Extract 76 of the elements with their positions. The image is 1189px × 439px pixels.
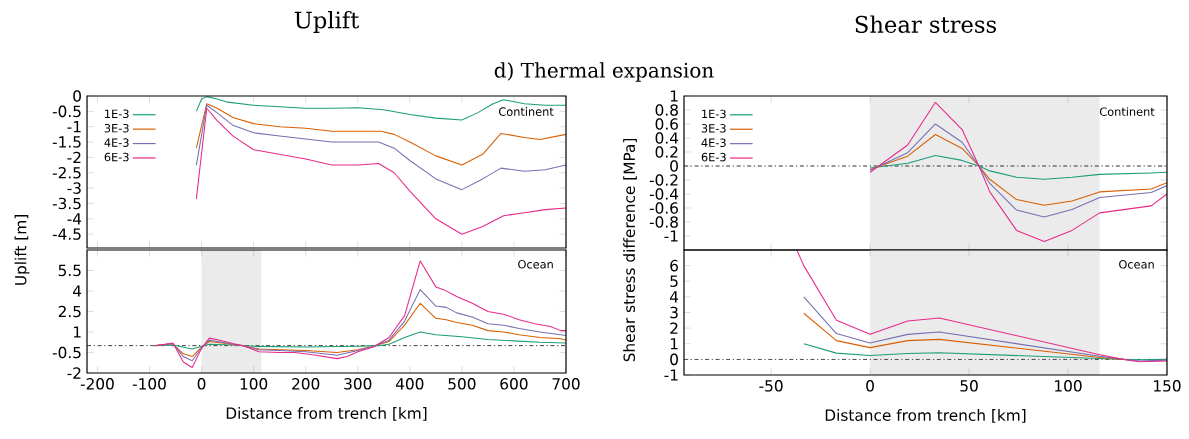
y-tick-label: 2.5 xyxy=(58,305,81,318)
x-tick-label: -100 xyxy=(132,378,166,390)
y-tick-label: 5.5 xyxy=(58,264,81,277)
y-tick-label: 0.4 xyxy=(655,132,679,144)
legend-label: 1E-3 xyxy=(105,109,129,119)
x-tick-label: 0 xyxy=(866,380,874,392)
annotation: Ocean xyxy=(1119,260,1154,269)
y-tick-label: 0 xyxy=(670,353,678,366)
y-tick-label: -1 xyxy=(664,369,678,381)
legend-label: 3E-3 xyxy=(104,123,129,133)
y-tick-label: 3 xyxy=(670,306,678,319)
line-series xyxy=(195,96,567,121)
x-tick-label: 300 xyxy=(344,378,372,390)
y-tick-label: -0.6 xyxy=(649,202,678,214)
x-tick-label: 200 xyxy=(292,378,320,390)
x-axis-title: Distance from trench [km] xyxy=(226,407,427,421)
y-tick-label: 1 xyxy=(670,90,678,102)
y-tick-label: 0 xyxy=(73,90,81,102)
annotation: Continent xyxy=(1099,107,1155,116)
y-tick-label: -0.5 xyxy=(52,346,81,359)
x-tick-label: -50 xyxy=(759,380,783,392)
annotation: Continent xyxy=(499,107,554,116)
y-tick-label: -3 xyxy=(67,182,81,194)
x-tick-label: 100 xyxy=(1055,380,1082,392)
y-tick-label: 2 xyxy=(670,322,678,334)
chart-title: Uplift xyxy=(294,11,360,33)
x-tick-label: 700 xyxy=(552,378,580,390)
x-tick-label: 500 xyxy=(448,378,476,390)
legend-label: 4E-3 xyxy=(701,138,726,148)
y-tick-label: 1 xyxy=(73,326,81,338)
y-tick-label: -0.8 xyxy=(649,216,678,228)
y-tick-label: 0.6 xyxy=(655,118,678,130)
y-tick-label: -2.5 xyxy=(52,166,81,179)
x-axis-title: Distance from trench [km] xyxy=(825,409,1026,423)
y-tick-label: 6 xyxy=(670,259,678,272)
y-axis-title: Shear stress difference [MPa] xyxy=(623,138,637,362)
y-tick-label: 4 xyxy=(72,285,82,297)
x-tick-label: 150 xyxy=(1154,380,1181,392)
line-series xyxy=(869,133,1167,206)
chart-title: Shear stress xyxy=(855,15,996,33)
line-series xyxy=(869,154,1167,180)
annotation: Ocean xyxy=(518,259,553,269)
legend-label: 6E-3 xyxy=(701,152,726,162)
y-tick-label: 1 xyxy=(670,338,678,350)
y-tick-label: -0.4 xyxy=(649,188,679,200)
legend-label: 4E-3 xyxy=(104,138,129,147)
y-tick-label: 4 xyxy=(669,291,679,303)
y-tick-label: 5 xyxy=(670,275,678,287)
y-tick-label: -4 xyxy=(67,213,82,225)
line-series xyxy=(796,249,1167,363)
y-tick-label: -1 xyxy=(67,121,81,133)
line-series xyxy=(869,101,1167,243)
chart-subtitle: d) Thermal expansion xyxy=(494,62,714,82)
y-tick-label: -4.5 xyxy=(52,228,81,240)
y-tick-label: -1.5 xyxy=(52,136,81,148)
x-tick-label: -200 xyxy=(80,378,114,390)
y-tick-label: 0 xyxy=(670,160,678,172)
x-tick-label: 50 xyxy=(960,380,978,392)
y-tick-label: -0.2 xyxy=(649,174,678,186)
x-tick-label: 0 xyxy=(197,378,206,390)
line-series xyxy=(154,260,567,369)
legend-label: 1E-3 xyxy=(702,109,726,119)
y-axis-title: Uplift [m] xyxy=(14,215,30,285)
legend-label: 3E-3 xyxy=(701,124,726,133)
y-tick-label: 0.8 xyxy=(655,104,678,116)
y-tick-label: -2 xyxy=(67,151,81,164)
y-tick-label: 0.2 xyxy=(655,146,678,158)
x-tick-label: 600 xyxy=(500,378,528,390)
line-series xyxy=(869,123,1167,218)
y-tick-label: -0.5 xyxy=(52,105,81,118)
x-tick-label: 400 xyxy=(395,378,424,390)
x-tick-label: 100 xyxy=(240,378,268,390)
y-tick-label: -3.5 xyxy=(52,197,81,210)
y-tick-label: -1 xyxy=(664,230,678,242)
y-tick-label: -2 xyxy=(67,367,81,379)
legend-label: 6E-3 xyxy=(104,152,129,162)
